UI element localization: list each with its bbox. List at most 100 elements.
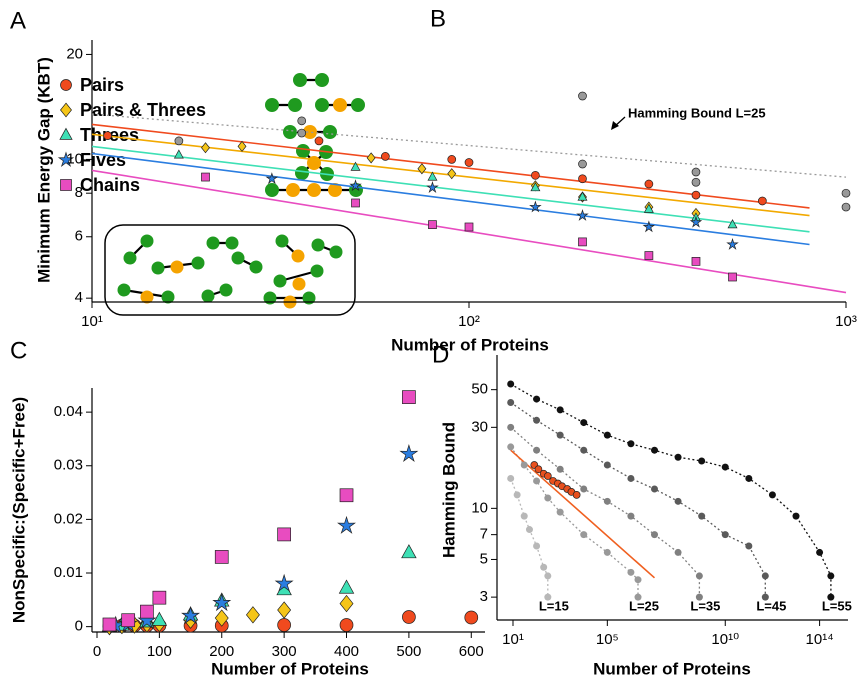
data-point bbox=[525, 526, 533, 534]
data-point bbox=[721, 531, 729, 539]
x-tick-label: 10¹ bbox=[81, 313, 103, 330]
series-line bbox=[510, 426, 701, 598]
data-point bbox=[402, 610, 416, 624]
data-point bbox=[792, 512, 800, 520]
data-point bbox=[816, 548, 824, 556]
data-point bbox=[297, 116, 307, 126]
y-tick-label: 30 bbox=[471, 418, 488, 435]
y-tick-label: 10 bbox=[66, 150, 83, 167]
data-point bbox=[643, 203, 654, 213]
data-point bbox=[578, 237, 587, 247]
data-point bbox=[401, 544, 417, 559]
molecule-examples bbox=[265, 73, 365, 197]
data-point bbox=[745, 542, 753, 550]
data-point bbox=[265, 172, 279, 185]
data-point bbox=[727, 219, 738, 229]
data-point bbox=[533, 477, 541, 485]
data-point bbox=[726, 237, 739, 250]
data-point bbox=[627, 440, 635, 448]
data-point bbox=[350, 161, 361, 171]
data-point bbox=[366, 152, 376, 164]
data-point bbox=[556, 465, 564, 473]
series-line bbox=[510, 478, 549, 598]
data-point bbox=[603, 497, 611, 505]
data-point bbox=[572, 491, 581, 499]
y-tick-label: 0.01 bbox=[54, 564, 83, 581]
legend-marker bbox=[60, 79, 72, 91]
y-tick-label: 7 bbox=[480, 526, 488, 543]
data-point bbox=[533, 542, 541, 550]
data-point bbox=[691, 190, 701, 200]
data-point bbox=[674, 497, 682, 505]
fit-line bbox=[91, 169, 847, 294]
data-point bbox=[277, 618, 291, 632]
data-point bbox=[627, 474, 635, 482]
series-line bbox=[510, 383, 832, 598]
data-point bbox=[531, 171, 540, 180]
data-point bbox=[529, 200, 542, 213]
panel-label: B bbox=[430, 5, 446, 32]
y-tick-label: 8 bbox=[75, 184, 83, 201]
data-point bbox=[768, 491, 776, 499]
data-point bbox=[603, 431, 611, 439]
data-point bbox=[691, 167, 701, 177]
data-point bbox=[540, 563, 548, 571]
data-point bbox=[556, 431, 564, 439]
data-point bbox=[577, 191, 588, 201]
data-point bbox=[237, 140, 247, 152]
data-point bbox=[674, 453, 682, 461]
fit-line bbox=[91, 145, 810, 233]
data-point bbox=[121, 613, 136, 628]
y-tick-label: 50 bbox=[471, 381, 488, 398]
data-point bbox=[691, 177, 701, 187]
x-tick-label: 400 bbox=[334, 643, 359, 660]
data-point bbox=[761, 572, 769, 580]
data-point bbox=[721, 463, 729, 471]
data-point bbox=[651, 485, 659, 493]
data-point bbox=[758, 196, 767, 206]
data-point bbox=[695, 593, 703, 601]
y-tick-label: 0.04 bbox=[54, 403, 83, 420]
data-point bbox=[841, 202, 851, 212]
data-point bbox=[578, 174, 587, 184]
data-point bbox=[634, 593, 642, 601]
data-point bbox=[544, 593, 552, 601]
data-point bbox=[447, 168, 457, 180]
data-point bbox=[339, 618, 354, 632]
x-tick-label: 10⁵ bbox=[596, 631, 619, 648]
data-point bbox=[201, 172, 210, 182]
data-point bbox=[651, 531, 659, 539]
data-point bbox=[513, 491, 521, 499]
data-point bbox=[543, 472, 552, 480]
x-tick-label: 10¹⁰ bbox=[711, 631, 739, 648]
data-point bbox=[427, 171, 438, 181]
data-point bbox=[447, 155, 457, 164]
data-point bbox=[349, 179, 362, 192]
x-axis-title: Number of Proteins bbox=[391, 335, 549, 354]
series-label: L=25 bbox=[629, 598, 659, 613]
data-point bbox=[464, 158, 474, 167]
y-tick-label: 10 bbox=[471, 499, 488, 516]
data-point bbox=[277, 601, 292, 619]
data-point bbox=[827, 593, 835, 601]
data-point bbox=[402, 390, 416, 404]
data-point bbox=[580, 531, 588, 539]
data-point bbox=[533, 446, 541, 454]
data-point bbox=[339, 594, 354, 613]
data-point bbox=[674, 548, 682, 556]
data-point bbox=[152, 590, 167, 605]
series-label: L=35 bbox=[690, 598, 720, 613]
panel-label: C bbox=[10, 337, 27, 364]
y-tick-label: 0.03 bbox=[54, 457, 83, 474]
data-point bbox=[603, 461, 611, 469]
panel-label: A bbox=[10, 7, 26, 34]
data-point bbox=[181, 605, 201, 624]
x-tick-label: 0 bbox=[93, 643, 101, 660]
data-point bbox=[603, 548, 611, 556]
y-axis-title: Minimum Energy Gap (KBT) bbox=[34, 57, 53, 283]
data-point bbox=[691, 257, 701, 266]
legend-label: Chains bbox=[80, 175, 140, 195]
data-point bbox=[214, 550, 229, 564]
y-tick-label: 20 bbox=[66, 45, 83, 62]
